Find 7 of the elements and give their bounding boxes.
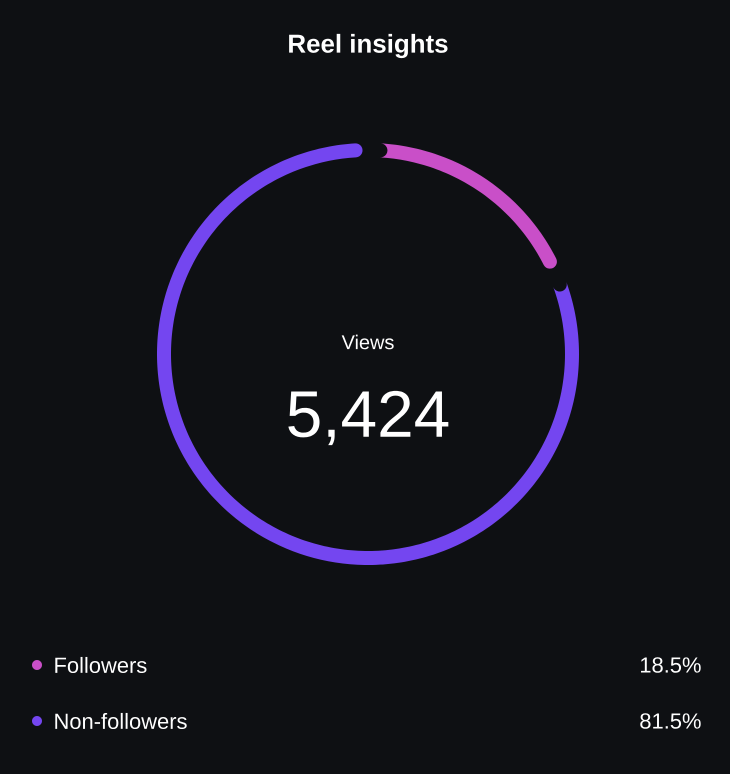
chart-title: Reel insights — [289, 34, 448, 58]
legend-label: Followers — [55, 656, 146, 674]
text: Views — [342, 334, 394, 350]
legend-label: Non-followers — [55, 712, 187, 730]
text: 5,424 — [288, 390, 448, 446]
data-label: 18.5% — [641, 657, 701, 673]
data-label: 81.5% — [640, 713, 701, 729]
